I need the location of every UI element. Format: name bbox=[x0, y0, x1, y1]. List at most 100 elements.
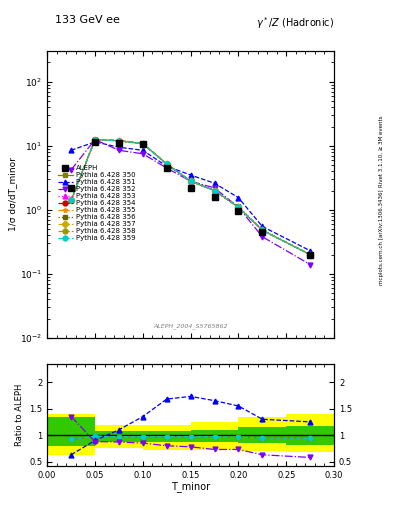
Text: $\gamma^*/Z$ (Hadronic): $\gamma^*/Z$ (Hadronic) bbox=[256, 15, 334, 31]
Pythia 6.428 353 bbox=[308, 251, 312, 258]
Pythia 6.428 355 bbox=[140, 141, 145, 147]
Line: Pythia 6.428 357: Pythia 6.428 357 bbox=[69, 137, 312, 257]
Pythia 6.428 356 bbox=[212, 187, 217, 194]
Text: ALEPH_2004_S5765862: ALEPH_2004_S5765862 bbox=[153, 324, 228, 329]
Pythia 6.428 350 bbox=[164, 161, 169, 167]
Pythia 6.428 351 bbox=[140, 147, 145, 154]
Pythia 6.428 357 bbox=[93, 137, 97, 143]
Pythia 6.428 354 bbox=[188, 178, 193, 184]
Legend: ALEPH, Pythia 6.428 350, Pythia 6.428 351, Pythia 6.428 352, Pythia 6.428 353, P: ALEPH, Pythia 6.428 350, Pythia 6.428 35… bbox=[56, 164, 137, 243]
ALEPH bbox=[308, 251, 312, 258]
Pythia 6.428 351 bbox=[308, 248, 312, 254]
Pythia 6.428 352 bbox=[140, 151, 145, 157]
Pythia 6.428 350 bbox=[212, 187, 217, 194]
Pythia 6.428 359 bbox=[260, 227, 265, 233]
Pythia 6.428 356 bbox=[236, 204, 241, 210]
Line: Pythia 6.428 356: Pythia 6.428 356 bbox=[69, 137, 312, 257]
Pythia 6.428 351 bbox=[236, 195, 241, 201]
Pythia 6.428 356 bbox=[260, 227, 265, 233]
Pythia 6.428 358 bbox=[236, 204, 241, 210]
Pythia 6.428 352 bbox=[93, 137, 97, 143]
Pythia 6.428 355 bbox=[69, 198, 73, 204]
Pythia 6.428 359 bbox=[236, 204, 241, 210]
Pythia 6.428 351 bbox=[260, 223, 265, 229]
Pythia 6.428 358 bbox=[164, 161, 169, 167]
Pythia 6.428 357 bbox=[212, 187, 217, 194]
Pythia 6.428 358 bbox=[93, 137, 97, 143]
Pythia 6.428 351 bbox=[164, 163, 169, 169]
Pythia 6.428 352 bbox=[308, 262, 312, 268]
Pythia 6.428 353 bbox=[188, 178, 193, 184]
Pythia 6.428 355 bbox=[236, 204, 241, 210]
ALEPH bbox=[93, 139, 97, 145]
Pythia 6.428 350 bbox=[236, 204, 241, 210]
Text: 133 GeV ee: 133 GeV ee bbox=[55, 15, 120, 26]
Line: Pythia 6.428 354: Pythia 6.428 354 bbox=[69, 137, 312, 257]
Line: Pythia 6.428 351: Pythia 6.428 351 bbox=[69, 139, 312, 253]
Pythia 6.428 354 bbox=[308, 251, 312, 258]
ALEPH bbox=[116, 140, 121, 146]
ALEPH bbox=[140, 141, 145, 147]
ALEPH bbox=[212, 194, 217, 200]
Pythia 6.428 351 bbox=[69, 147, 73, 154]
ALEPH bbox=[260, 229, 265, 235]
Pythia 6.428 359 bbox=[308, 251, 312, 258]
Pythia 6.428 356 bbox=[69, 198, 73, 204]
Pythia 6.428 350 bbox=[308, 251, 312, 258]
ALEPH bbox=[188, 185, 193, 191]
Pythia 6.428 357 bbox=[69, 198, 73, 204]
Pythia 6.428 359 bbox=[140, 141, 145, 147]
Pythia 6.428 355 bbox=[116, 138, 121, 144]
Pythia 6.428 356 bbox=[308, 251, 312, 258]
Pythia 6.428 350 bbox=[260, 227, 265, 233]
Pythia 6.428 352 bbox=[212, 185, 217, 191]
Y-axis label: Ratio to ALEPH: Ratio to ALEPH bbox=[15, 383, 24, 446]
Pythia 6.428 353 bbox=[140, 141, 145, 147]
Pythia 6.428 355 bbox=[260, 227, 265, 233]
Pythia 6.428 357 bbox=[236, 204, 241, 210]
Pythia 6.428 353 bbox=[212, 187, 217, 194]
Pythia 6.428 350 bbox=[93, 137, 97, 143]
Pythia 6.428 359 bbox=[116, 138, 121, 144]
Pythia 6.428 354 bbox=[116, 138, 121, 144]
Pythia 6.428 355 bbox=[93, 137, 97, 143]
Pythia 6.428 351 bbox=[188, 172, 193, 178]
Pythia 6.428 357 bbox=[308, 251, 312, 258]
Pythia 6.428 352 bbox=[188, 178, 193, 184]
Line: Pythia 6.428 353: Pythia 6.428 353 bbox=[69, 137, 312, 257]
Pythia 6.428 356 bbox=[188, 178, 193, 184]
Pythia 6.428 354 bbox=[140, 141, 145, 147]
Line: Pythia 6.428 350: Pythia 6.428 350 bbox=[69, 137, 312, 257]
Pythia 6.428 355 bbox=[188, 178, 193, 184]
Pythia 6.428 353 bbox=[116, 138, 121, 144]
Pythia 6.428 354 bbox=[260, 227, 265, 233]
Pythia 6.428 350 bbox=[116, 138, 121, 144]
Pythia 6.428 355 bbox=[212, 187, 217, 194]
Text: mcplots.cern.ch [arXiv:1306.3436]: mcplots.cern.ch [arXiv:1306.3436] bbox=[379, 190, 384, 285]
Pythia 6.428 358 bbox=[212, 187, 217, 194]
Pythia 6.428 359 bbox=[69, 198, 73, 204]
Pythia 6.428 351 bbox=[212, 180, 217, 186]
Pythia 6.428 359 bbox=[212, 187, 217, 194]
Line: Pythia 6.428 352: Pythia 6.428 352 bbox=[69, 137, 312, 267]
Pythia 6.428 353 bbox=[260, 227, 265, 233]
Pythia 6.428 358 bbox=[116, 138, 121, 144]
Pythia 6.428 353 bbox=[236, 204, 241, 210]
Pythia 6.428 352 bbox=[164, 165, 169, 171]
Pythia 6.428 356 bbox=[93, 137, 97, 143]
Pythia 6.428 353 bbox=[93, 137, 97, 143]
Pythia 6.428 356 bbox=[140, 141, 145, 147]
Pythia 6.428 358 bbox=[260, 227, 265, 233]
Y-axis label: 1/σ dσ/dT_minor: 1/σ dσ/dT_minor bbox=[8, 158, 17, 231]
Pythia 6.428 354 bbox=[164, 161, 169, 167]
ALEPH bbox=[69, 185, 73, 191]
Pythia 6.428 352 bbox=[116, 147, 121, 154]
Pythia 6.428 358 bbox=[140, 141, 145, 147]
ALEPH bbox=[236, 208, 241, 215]
Pythia 6.428 357 bbox=[116, 138, 121, 144]
Pythia 6.428 352 bbox=[236, 204, 241, 210]
Text: Rivet 3.1.10, ≥ 3M events: Rivet 3.1.10, ≥ 3M events bbox=[379, 116, 384, 187]
Pythia 6.428 354 bbox=[69, 198, 73, 204]
Pythia 6.428 357 bbox=[164, 161, 169, 167]
Pythia 6.428 352 bbox=[69, 167, 73, 173]
